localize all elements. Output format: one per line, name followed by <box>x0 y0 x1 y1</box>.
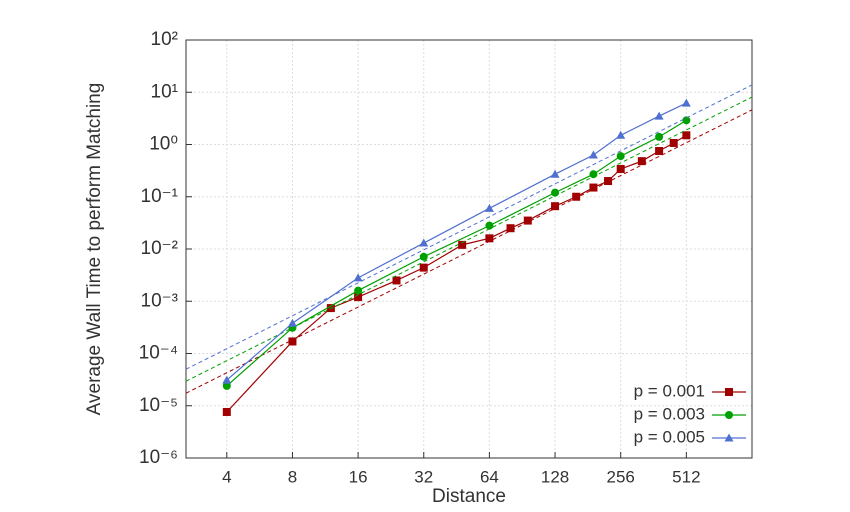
legend-label: p = 0.001 <box>634 381 705 400</box>
marker <box>681 98 691 107</box>
marker <box>354 293 363 302</box>
marker <box>604 177 613 186</box>
marker <box>654 111 664 120</box>
legend-label: p = 0.003 <box>634 404 705 423</box>
marker <box>589 183 598 192</box>
marker <box>419 238 429 247</box>
marker <box>392 276 401 285</box>
marker <box>506 224 515 233</box>
marker <box>354 286 363 295</box>
legend-label: p = 0.005 <box>634 427 705 446</box>
marker <box>458 240 467 249</box>
y-tick-label: 10¹ <box>151 81 178 102</box>
marker <box>589 170 598 179</box>
x-tick-label: 32 <box>414 467 433 486</box>
fit-line <box>185 109 753 394</box>
marker <box>353 273 363 282</box>
y-tick-label: 10⁻² <box>141 238 179 259</box>
marker <box>523 216 532 225</box>
series-line <box>226 119 687 387</box>
marker <box>588 150 598 159</box>
y-tick-label: 10⁻¹ <box>141 186 179 207</box>
marker <box>485 234 494 243</box>
marker <box>669 138 678 147</box>
marker <box>682 131 691 140</box>
marker <box>655 147 664 156</box>
marker <box>485 221 494 230</box>
series-line <box>226 102 687 381</box>
x-tick-label: 128 <box>541 467 569 486</box>
marker <box>550 169 560 178</box>
plot-frame <box>185 39 753 459</box>
y-tick-label: 10⁻³ <box>141 290 179 311</box>
fit-line <box>185 96 753 382</box>
marker <box>222 407 231 416</box>
marker <box>616 152 625 161</box>
marker <box>616 164 625 173</box>
y-axis-label: Average Wall Time to perform Matching <box>84 83 105 416</box>
marker <box>551 188 560 197</box>
series-line <box>226 134 687 413</box>
marker <box>287 318 297 327</box>
marker <box>682 116 691 125</box>
marker <box>655 132 664 141</box>
x-tick-label: 512 <box>672 467 700 486</box>
marker <box>222 381 231 390</box>
marker <box>419 263 428 272</box>
marker <box>419 252 428 261</box>
x-tick-label: 64 <box>480 467 499 486</box>
y-tick-label: 10⁰ <box>149 134 178 155</box>
x-axis-label: Distance <box>432 486 506 507</box>
fit-line <box>185 84 753 370</box>
marker <box>572 192 581 201</box>
x-tick-label: 8 <box>288 467 297 486</box>
marker <box>288 337 297 346</box>
marker <box>222 375 232 384</box>
y-tick-label: 10⁻⁶ <box>139 447 178 468</box>
legend-marker <box>725 411 733 419</box>
marker <box>637 157 646 166</box>
y-tick-label: 10² <box>151 29 178 50</box>
marker <box>616 130 626 139</box>
y-tick-label: 10⁻⁴ <box>139 343 178 364</box>
legend-marker <box>724 433 734 442</box>
x-tick-label: 16 <box>349 467 368 486</box>
marker <box>484 203 494 212</box>
marker <box>551 202 560 211</box>
y-tick-label: 10⁻⁵ <box>139 395 178 416</box>
x-tick-label: 256 <box>607 467 635 486</box>
x-tick-label: 4 <box>222 467 231 486</box>
legend-marker <box>725 388 733 396</box>
